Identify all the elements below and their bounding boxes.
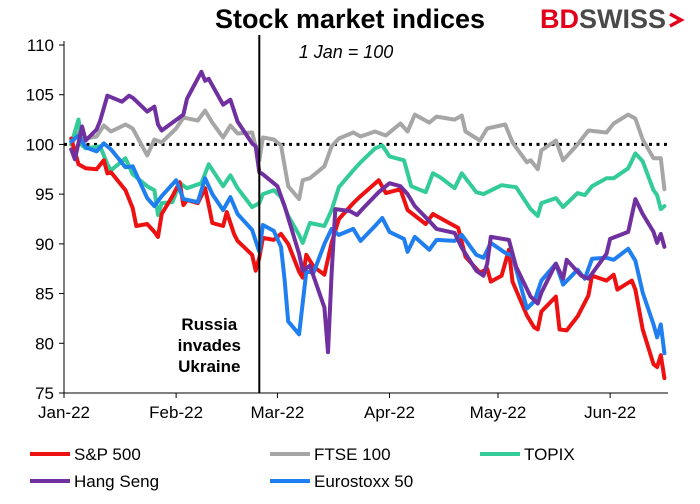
chart-title: Stock market indices bbox=[215, 4, 485, 34]
y-tick-label: 90 bbox=[35, 235, 54, 254]
series-line-s-p-500 bbox=[69, 136, 667, 381]
plot-area: 75 80 85 90 95 100 105 110 Jan-22 Feb-22 Mar-22 Apr… bbox=[26, 36, 668, 422]
logo-chevron-icon bbox=[669, 12, 685, 28]
y-tick-label: 110 bbox=[27, 36, 54, 55]
x-tick-label: Feb-22 bbox=[149, 403, 203, 422]
logo-part-bd: BD bbox=[540, 4, 579, 34]
event-annotation: Russia invades Ukraine bbox=[178, 35, 261, 393]
y-tick-label: 85 bbox=[35, 285, 54, 304]
series-line-hang-seng bbox=[69, 69, 667, 355]
event-label-line: Russia bbox=[181, 315, 237, 334]
x-tick-label: Apr-22 bbox=[364, 403, 415, 422]
y-tick-label: 75 bbox=[35, 384, 54, 403]
legend-label: FTSE 100 bbox=[314, 445, 391, 464]
y-tick-label: 95 bbox=[35, 185, 54, 204]
x-tick-label: Jan-22 bbox=[38, 403, 90, 422]
event-label-line: Ukraine bbox=[178, 357, 240, 376]
y-tick-label: 100 bbox=[26, 135, 54, 154]
legend: S&P 500 FTSE 100 TOPIX Hang Seng Eurostoxx 5… bbox=[30, 445, 575, 491]
chart-subtitle: 1 Jan = 100 bbox=[299, 42, 394, 62]
legend-label: S&P 500 bbox=[74, 445, 141, 464]
x-tick-label: May-22 bbox=[470, 403, 527, 422]
svg-text:BDSWISS: BDSWISS bbox=[540, 4, 666, 34]
y-tick-label: 80 bbox=[35, 334, 54, 353]
legend-label: Eurostoxx 50 bbox=[314, 472, 413, 491]
legend-label: Hang Seng bbox=[74, 472, 159, 491]
brand-logo: BDSWISS bbox=[540, 4, 685, 34]
event-label-line: invades bbox=[178, 336, 241, 355]
x-tick-label: Jun-22 bbox=[584, 403, 636, 422]
series-layer bbox=[69, 69, 667, 381]
series-line-ftse-100 bbox=[69, 108, 667, 202]
legend-label: TOPIX bbox=[524, 445, 575, 464]
y-tick-label: 105 bbox=[26, 86, 54, 105]
x-tick-label: Mar-22 bbox=[250, 403, 304, 422]
series-line-topix bbox=[69, 117, 667, 245]
logo-part-swiss: SWISS bbox=[579, 4, 666, 34]
